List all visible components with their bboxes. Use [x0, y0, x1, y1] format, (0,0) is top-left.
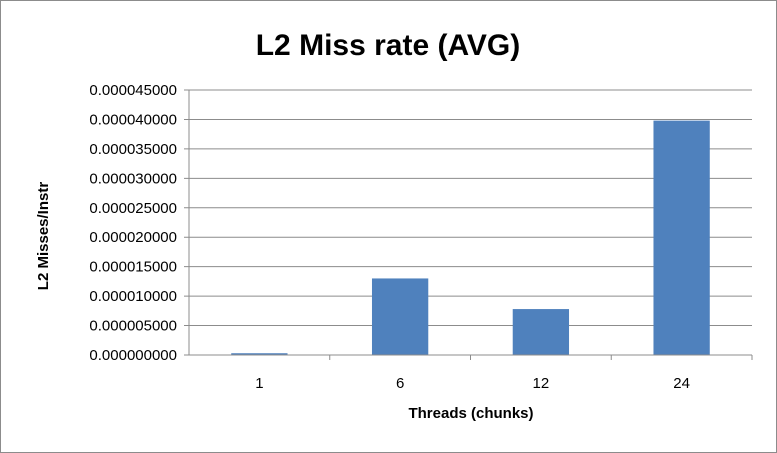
x-tick-label: 6: [396, 375, 404, 392]
x-tick-label: 1: [255, 375, 263, 392]
y-tick-label: 0.000045000: [89, 82, 177, 99]
y-tick-label: 0.000020000: [89, 229, 177, 246]
y-tick-label: 0.000000000: [89, 347, 177, 364]
gridlines: [184, 89, 752, 356]
y-tick-label: 0.000005000: [89, 318, 177, 335]
y-tick-label: 0.000030000: [89, 170, 177, 187]
chart-title: L2 Miss rate (AVG): [256, 29, 521, 62]
y-tick-label: 0.000035000: [89, 141, 177, 158]
y-tick-label: 0.000015000: [89, 259, 177, 276]
y-axis-title: L2 Misses/Instr: [35, 182, 52, 291]
bar-1: [231, 353, 288, 355]
bar-6: [371, 278, 429, 355]
bar-24: [653, 120, 710, 355]
x-axis-title: Threads (chunks): [408, 405, 533, 422]
x-tick-label: 12: [533, 375, 550, 392]
y-tick-label: 0.000010000: [89, 288, 177, 305]
x-tick-label: 24: [673, 375, 690, 392]
bar-12: [512, 309, 570, 355]
y-tick-label: 0.000025000: [89, 200, 177, 217]
y-axis-ticks: 0.000000000 0.000005000 0.000010000 0.00001…: [89, 82, 177, 364]
x-axis-ticks: 1 6 12 24: [255, 355, 753, 392]
bars: [231, 120, 710, 355]
y-tick-label: 0.000040000: [89, 111, 177, 128]
